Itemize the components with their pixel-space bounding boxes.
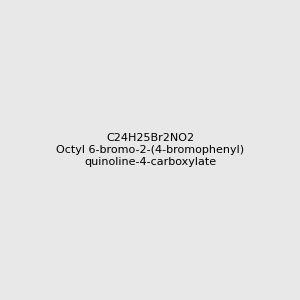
Text: C24H25Br2NO2
Octyl 6-bromo-2-(4-bromophenyl)
quinoline-4-carboxylate: C24H25Br2NO2 Octyl 6-bromo-2-(4-bromophe… [56,134,244,166]
